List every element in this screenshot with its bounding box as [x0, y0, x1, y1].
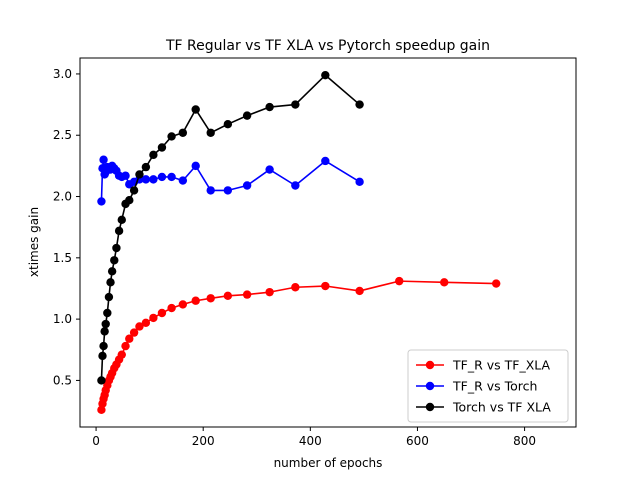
- data-point: [242, 181, 252, 190]
- y-tick-label: 1.5: [53, 251, 72, 265]
- data-point: [112, 243, 121, 253]
- data-point: [99, 155, 108, 164]
- axes: 0 200 400 600 800 0.5 1.0 1.5 2.0 2.5 3.0: [53, 57, 577, 448]
- data-point: [114, 226, 124, 236]
- data-point: [101, 319, 110, 329]
- legend-item: TF_R vs TF_XLA: [416, 358, 551, 373]
- data-point: [265, 102, 274, 112]
- y-tick-label: 2.5: [53, 128, 72, 142]
- data-point: [135, 170, 144, 179]
- data-point: [355, 177, 364, 187]
- data-point: [291, 181, 300, 190]
- y-tick-label: 2.0: [53, 190, 72, 204]
- data-point: [440, 278, 449, 287]
- data-point: [98, 351, 107, 361]
- data-point: [141, 175, 151, 184]
- y-axis-label: xtimes gain: [27, 207, 41, 277]
- x-axis-label: number of epochs: [274, 456, 383, 470]
- data-point: [321, 281, 330, 291]
- data-point: [149, 313, 158, 323]
- data-point: [206, 186, 215, 195]
- data-point: [178, 128, 188, 137]
- data-point: [129, 328, 139, 337]
- data-point: [157, 143, 167, 152]
- data-point: [110, 256, 119, 265]
- series-3: [97, 70, 364, 385]
- data-point: [242, 290, 252, 299]
- x-tick-label: 800: [513, 434, 536, 448]
- data-point: [191, 105, 200, 114]
- plot-area: [97, 70, 501, 415]
- data-point: [291, 100, 300, 109]
- data-point: [265, 287, 274, 297]
- data-point: [291, 283, 300, 292]
- data-point: [117, 215, 126, 225]
- data-point: [395, 276, 404, 286]
- data-point: [141, 162, 151, 172]
- x-tick-label: 600: [406, 434, 429, 448]
- data-point: [242, 111, 252, 120]
- series-1: [97, 276, 501, 415]
- data-point: [178, 176, 188, 185]
- data-point: [97, 376, 106, 385]
- data-point: [121, 341, 130, 351]
- data-point: [104, 292, 114, 302]
- legend-marker: [425, 360, 435, 370]
- y-tick-label: 1.0: [53, 312, 72, 326]
- data-point: [167, 303, 176, 313]
- legend-marker: [425, 402, 435, 412]
- data-point: [157, 172, 167, 182]
- data-point: [191, 161, 200, 171]
- data-point: [141, 318, 151, 327]
- data-point: [167, 132, 176, 141]
- data-point: [149, 150, 158, 160]
- data-point: [355, 286, 364, 296]
- data-point: [117, 350, 126, 359]
- data-point: [106, 278, 115, 287]
- legend-marker: [425, 381, 435, 391]
- legend-item: TF_R vs Torch: [416, 379, 537, 394]
- y-tick-label: 0.5: [53, 373, 72, 387]
- data-point: [223, 120, 233, 129]
- data-point: [178, 300, 188, 309]
- legend-label: Torch vs TF XLA: [452, 400, 551, 415]
- data-point: [321, 156, 330, 166]
- data-point: [149, 175, 158, 184]
- data-point: [223, 291, 233, 301]
- x-tick-label: 0: [92, 434, 100, 448]
- data-point: [125, 334, 134, 343]
- data-point: [491, 279, 501, 288]
- data-point: [100, 327, 109, 336]
- axes-frame: [79, 57, 577, 428]
- data-point: [129, 186, 139, 195]
- chart-title: TF Regular vs TF XLA vs Pytorch speedup …: [165, 38, 490, 54]
- y-tick-label: 3.0: [53, 67, 72, 81]
- legend: TF_R vs TF_XLA TF_R vs Torch Torch vs TF X…: [407, 349, 569, 423]
- data-point: [121, 171, 130, 180]
- series-2: [97, 155, 364, 206]
- data-point: [265, 165, 274, 174]
- data-point: [125, 196, 134, 205]
- legend-label: TF_R vs Torch: [452, 379, 537, 394]
- legend-box: [407, 349, 569, 423]
- data-point: [206, 294, 215, 303]
- data-point: [103, 308, 112, 318]
- data-point: [157, 308, 167, 318]
- data-point: [223, 186, 233, 195]
- data-point: [107, 267, 117, 276]
- data-point: [321, 70, 330, 80]
- data-point: [191, 296, 200, 305]
- legend-item: Torch vs TF XLA: [416, 400, 551, 415]
- x-tick-label: 400: [299, 434, 322, 448]
- legend-label: TF_R vs TF_XLA: [452, 358, 551, 373]
- data-point: [355, 100, 364, 109]
- x-tick-label: 200: [192, 434, 215, 448]
- data-point: [167, 172, 176, 182]
- data-point: [135, 322, 144, 331]
- data-point: [99, 341, 108, 351]
- data-point: [97, 197, 106, 206]
- data-point: [206, 128, 215, 137]
